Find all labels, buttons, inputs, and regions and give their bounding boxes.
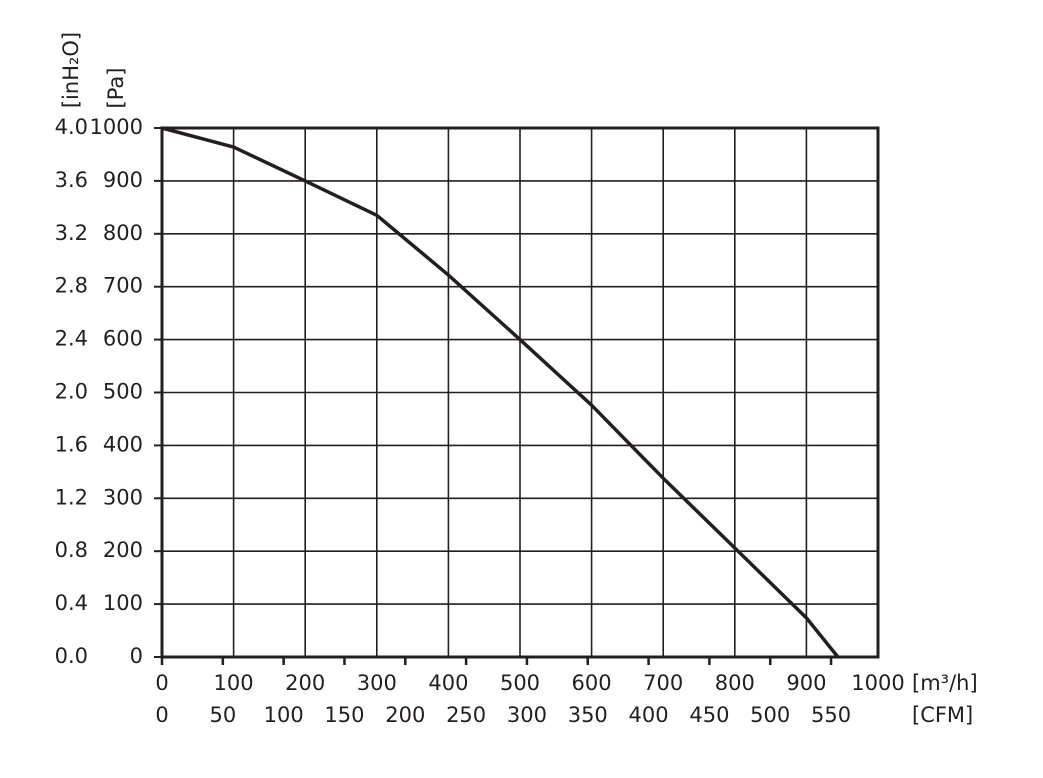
y2-tick-label: 2.0 (55, 380, 88, 404)
y2-tick-label: 3.6 (55, 168, 88, 192)
y2-tick-label: 2.8 (55, 274, 88, 298)
x2-tick-label: 50 (209, 703, 236, 727)
y2-tick-label: 0.4 (55, 591, 88, 615)
x2-tick-label: 200 (385, 703, 425, 727)
x-tick-label: 800 (715, 671, 755, 695)
y2-tick-label: 3.2 (55, 221, 88, 245)
y-tick-label: 700 (103, 274, 143, 298)
x-tick-label: 1000 (851, 671, 904, 695)
plot-frame (160, 126, 880, 659)
x-tick-label: 200 (285, 671, 325, 695)
y-tick-label: 400 (103, 432, 143, 456)
y-tick-label: 900 (103, 168, 143, 192)
x2-tick-label: 550 (811, 703, 851, 727)
x2-tick-label: 100 (264, 703, 304, 727)
x-tick-label: 400 (428, 671, 468, 695)
x-tick-label: 600 (572, 671, 612, 695)
x-tick-label: 100 (214, 671, 254, 695)
y-tick-label: 200 (103, 538, 143, 562)
y2-tick-label: 2.4 (55, 327, 88, 351)
y-tick-label: 600 (103, 327, 143, 351)
y2-tick-label: 1.2 (55, 485, 88, 509)
y-axis-label: [Pa] (104, 68, 128, 109)
x-tick-label: 500 (500, 671, 540, 695)
x-tick-label: 700 (643, 671, 683, 695)
y2-axis-label: [inH₂O] (59, 32, 83, 108)
x2-tick-label: 0 (155, 703, 168, 727)
y-tick-label: 1000 (90, 115, 143, 139)
y2-tick-label: 4.0 (55, 115, 88, 139)
x2-tick-label: 500 (750, 703, 790, 727)
y2-tick-label: 0.0 (55, 644, 88, 668)
x2-tick-label: 250 (446, 703, 486, 727)
y2-tick-label: 1.6 (55, 432, 88, 456)
y-tick-label: 0 (130, 644, 143, 668)
y-tick-label: 100 (103, 591, 143, 615)
x2-tick-label: 300 (507, 703, 547, 727)
y-tick-label: 500 (103, 380, 143, 404)
x-tick-label: 300 (357, 671, 397, 695)
x2-tick-label: 400 (629, 703, 669, 727)
y-tick-label: 800 (103, 221, 143, 245)
y-tick-label: 300 (103, 485, 143, 509)
x2-tick-label: 450 (689, 703, 729, 727)
x2-tick-label: 150 (324, 703, 364, 727)
y2-tick-label: 0.8 (55, 538, 88, 562)
x-tick-label: 900 (786, 671, 826, 695)
curve (161, 126, 840, 659)
x2-axis-label: [CFM] (912, 703, 973, 727)
x2-tick-label: 350 (568, 703, 608, 727)
x-tick-label: 0 (155, 671, 168, 695)
x-axis-label: [m³/h] (912, 671, 978, 695)
